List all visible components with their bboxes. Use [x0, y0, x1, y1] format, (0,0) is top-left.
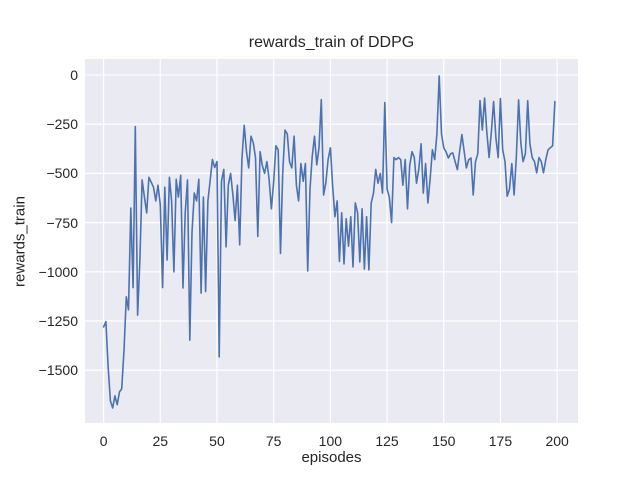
x-tick-label: 100 — [318, 433, 343, 449]
series-line-rewards_train — [102, 75, 556, 409]
x-tick-label: 75 — [265, 433, 282, 449]
y-axis-label: rewards_train — [11, 196, 29, 287]
y-tick-label: −750 — [46, 214, 78, 231]
y-tick-label: −1000 — [38, 263, 78, 280]
y-tick-label: 0 — [70, 66, 78, 83]
x-tick-label: 125 — [375, 433, 399, 449]
x-tick-label: 50 — [209, 433, 225, 449]
x-tick-label: 150 — [432, 433, 456, 449]
y-tick-label: −250 — [46, 116, 78, 133]
x-axis-label: episodes — [301, 449, 362, 466]
x-tick-label: 175 — [488, 433, 513, 449]
plot-background — [85, 59, 578, 423]
y-tick-label: −1500 — [38, 362, 78, 379]
chart-title: rewards_train of DDPG — [248, 34, 415, 51]
x-tick-label: 25 — [152, 433, 169, 449]
y-tick-label: −1250 — [38, 313, 78, 330]
y-tick-label: −500 — [46, 165, 78, 182]
x-tick-label: 0 — [99, 433, 108, 449]
x-tick-label: 200 — [545, 433, 569, 449]
